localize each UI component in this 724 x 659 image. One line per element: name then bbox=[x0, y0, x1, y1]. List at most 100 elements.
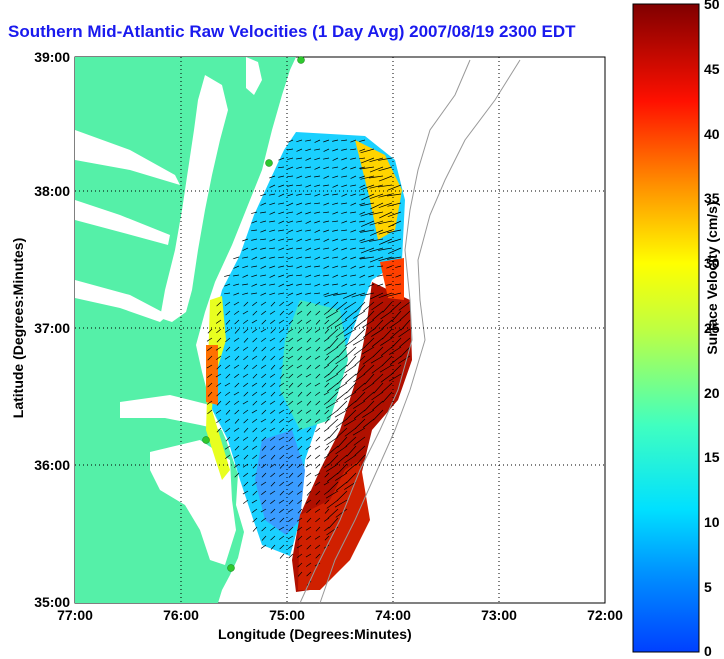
velocity-vector bbox=[269, 517, 276, 522]
velocity-vector bbox=[328, 517, 339, 529]
velocity-vector bbox=[323, 274, 330, 277]
x-tick: 73:00 bbox=[481, 607, 517, 623]
velocity-vector bbox=[296, 283, 303, 286]
velocity-vector bbox=[207, 391, 213, 397]
velocity-vector bbox=[296, 400, 303, 405]
velocity-vector bbox=[360, 175, 375, 180]
velocity-vector bbox=[260, 418, 267, 423]
velocity-vector bbox=[233, 400, 240, 405]
velocity-vector bbox=[314, 148, 321, 151]
velocity-vector bbox=[279, 418, 285, 423]
velocity-vectors bbox=[206, 139, 411, 586]
velocity-vector bbox=[251, 220, 258, 224]
velocity-vector bbox=[353, 409, 366, 419]
velocity-vector bbox=[353, 310, 366, 319]
velocity-vector bbox=[326, 463, 339, 472]
velocity-vector bbox=[360, 202, 375, 207]
velocity-vector bbox=[269, 220, 276, 223]
velocity-vector bbox=[315, 517, 321, 523]
velocity-vector bbox=[344, 400, 357, 410]
velocity-vector bbox=[344, 481, 357, 490]
velocity-vector bbox=[225, 364, 231, 369]
velocity-vector bbox=[378, 292, 393, 299]
velocity-vector bbox=[297, 445, 303, 451]
velocity-vector bbox=[354, 418, 366, 430]
velocity-vector bbox=[328, 364, 339, 376]
velocity-vector bbox=[315, 436, 321, 442]
velocity-vector bbox=[260, 427, 267, 432]
velocity-vector bbox=[234, 355, 240, 361]
velocity-vector bbox=[326, 409, 339, 419]
velocity-vector bbox=[332, 274, 339, 278]
velocity-vector bbox=[260, 292, 267, 296]
velocity-vector bbox=[279, 427, 285, 433]
velocity-vector bbox=[395, 274, 402, 278]
velocity-vector bbox=[287, 238, 294, 241]
velocity-vector bbox=[328, 427, 339, 439]
velocity-vector bbox=[305, 139, 312, 142]
pamlico-sound bbox=[150, 440, 236, 565]
velocity-vector bbox=[398, 355, 411, 364]
velocity-vector bbox=[324, 499, 330, 505]
velocity-vector bbox=[315, 319, 321, 325]
velocity-vector bbox=[296, 517, 303, 522]
velocity-vector bbox=[225, 310, 231, 316]
velocity-vector bbox=[315, 364, 321, 369]
velocity-vector bbox=[344, 301, 357, 310]
velocity-vector bbox=[260, 391, 267, 396]
velocity-vector bbox=[332, 265, 339, 269]
station-marker bbox=[227, 564, 235, 572]
velocity-vector bbox=[233, 364, 240, 369]
velocity-vector bbox=[269, 463, 276, 468]
velocity-vector bbox=[278, 283, 285, 287]
velocity-vector bbox=[352, 427, 366, 436]
velocity-vector bbox=[326, 319, 339, 329]
velocity-vector bbox=[355, 301, 366, 313]
velocity-vector bbox=[287, 544, 294, 549]
velocity-vector bbox=[297, 391, 303, 397]
velocity-vector bbox=[296, 364, 303, 369]
velocity-vector bbox=[369, 238, 384, 242]
velocity-vector bbox=[296, 184, 303, 187]
velocity-vector bbox=[305, 175, 312, 178]
velocity-vector bbox=[323, 229, 330, 233]
velocity-vector bbox=[373, 409, 384, 421]
y-axis-label: Latitude (Degrees:Minutes) bbox=[10, 237, 26, 419]
velocity-vector bbox=[332, 184, 339, 188]
velocity-vector bbox=[323, 256, 330, 260]
velocity-vector bbox=[287, 202, 294, 206]
velocity-vector bbox=[354, 445, 366, 456]
velocity-vector bbox=[332, 139, 339, 142]
velocity-vector bbox=[252, 391, 258, 396]
velocity-vector bbox=[335, 355, 348, 365]
velocity-vector bbox=[260, 274, 267, 277]
velocity-vector bbox=[297, 508, 303, 514]
velocity-vector bbox=[251, 409, 258, 414]
velocity-vector bbox=[378, 229, 393, 235]
velocity-vector bbox=[233, 256, 240, 260]
x-tick: 74:00 bbox=[375, 607, 411, 623]
velocity-vector bbox=[305, 148, 312, 152]
velocity-vector bbox=[332, 175, 339, 179]
velocity-vector bbox=[216, 328, 222, 334]
velocity-vector bbox=[296, 274, 303, 277]
velocity-vector bbox=[224, 301, 231, 306]
velocity-vector bbox=[346, 382, 357, 394]
velocity-vector bbox=[341, 256, 348, 260]
colorbar-tick: 25 bbox=[704, 320, 720, 336]
velocity-vector bbox=[260, 247, 267, 250]
velocity-vector bbox=[372, 310, 384, 321]
velocity-vector bbox=[369, 157, 384, 163]
velocity-vector bbox=[377, 274, 384, 277]
velocity-vector bbox=[278, 274, 285, 278]
velocity-vector bbox=[353, 436, 366, 446]
velocity-vector bbox=[387, 238, 402, 244]
velocity-vector bbox=[371, 301, 384, 311]
velocity-vector bbox=[242, 373, 249, 378]
velocity-vector bbox=[287, 283, 294, 287]
velocity-vector bbox=[261, 535, 267, 541]
velocity-vector bbox=[314, 391, 321, 396]
velocity-vector bbox=[351, 292, 366, 298]
velocity-vector bbox=[216, 310, 222, 316]
velocity-vector bbox=[324, 382, 330, 388]
